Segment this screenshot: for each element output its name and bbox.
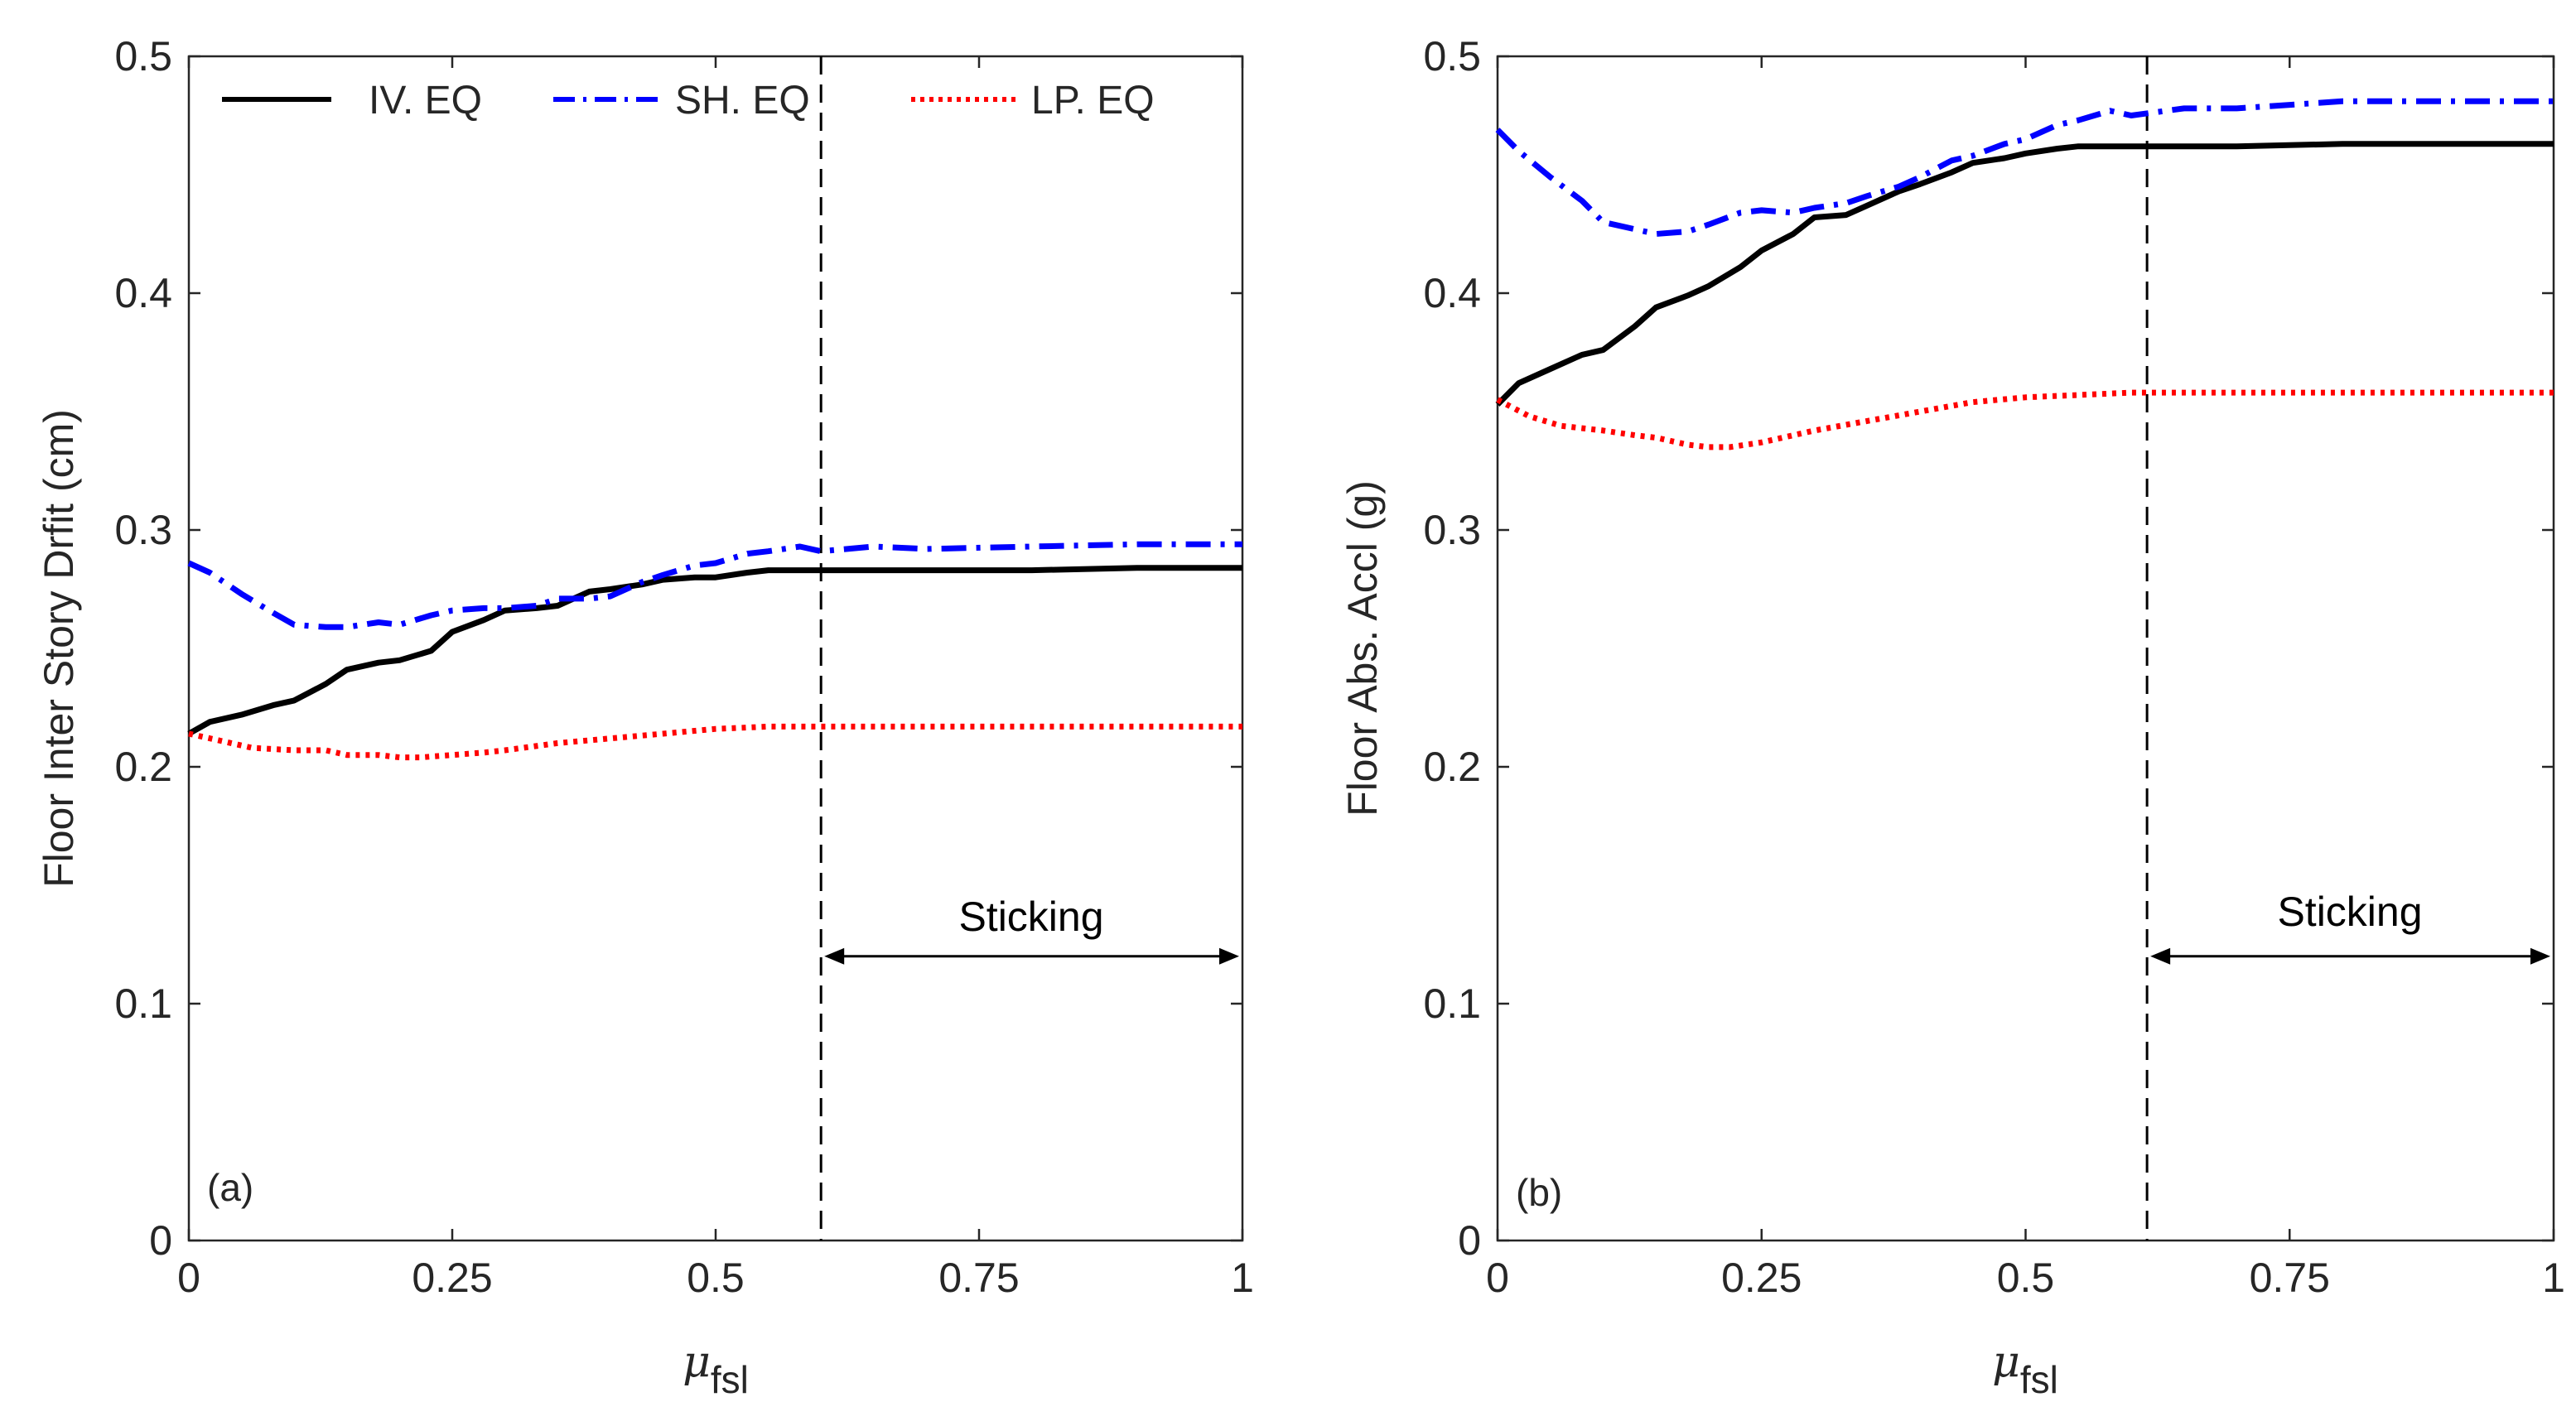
sticking-label-b: Sticking [2277, 889, 2422, 935]
y-tick-label-b: 0.1 [1423, 980, 1481, 1027]
x-tick-label-a: 0.5 [687, 1255, 745, 1301]
x-axis-subscript-b: fsl [2020, 1358, 2058, 1401]
sticking-arrowhead-left-b [2150, 947, 2171, 965]
sticking-label-a: Sticking [958, 894, 1103, 940]
x-tick-label-a: 0.75 [938, 1255, 1019, 1301]
y-tick-label-a: 0 [149, 1217, 172, 1264]
sticking-annotation-b: Sticking [2150, 889, 2550, 965]
x-axis-symbol-a: μ [683, 1337, 711, 1387]
series-line-sh-a [187, 541, 1242, 630]
sticking-arrowhead-right-a [1219, 947, 1239, 965]
legend-label-sh: SH. EQ [675, 79, 810, 123]
series-line-iv-a [187, 565, 1242, 737]
y-tick-label-a: 0.5 [114, 33, 172, 79]
series-line-sh-b [1495, 98, 2554, 237]
x-axis-label-b: μfsl [1992, 1337, 2058, 1401]
x-tick-label-b: 0.5 [1997, 1255, 2055, 1301]
legend: IV. EQ SH. EQ LP. EQ [222, 79, 1155, 123]
series-line-lp-a [188, 723, 1242, 761]
sticking-arrowhead-right-b [2530, 947, 2550, 965]
x-tick-label-b: 0.25 [1721, 1255, 1802, 1301]
sticking-annotation-a: Sticking [824, 894, 1239, 965]
panel-label-b: (b) [1516, 1171, 1562, 1214]
y-tick-label-b: 0.5 [1423, 33, 1481, 79]
x-axis-symbol-b: μ [1992, 1337, 2020, 1387]
y-axis-label-a: Floor Inter Story Drfit (cm) [36, 409, 82, 888]
chart-panel-b: 0 0.1 0.2 0.3 0.4 0.5 0 0.25 0.5 0.75 1 Sticking (… [1339, 33, 2565, 1401]
x-tick-label-a: 0 [177, 1255, 200, 1301]
y-axis-label-b: Floor Abs. Accl (g) [1339, 480, 1386, 817]
x-tick-label-b: 0 [1486, 1255, 1509, 1301]
x-tick-label-b: 1 [2542, 1255, 2565, 1301]
series-line-iv-b [1495, 141, 2554, 407]
series-group-b [1495, 98, 2554, 450]
axis-ticks-a: 0 0.1 0.2 0.3 0.4 0.5 0 0.25 0.5 0.75 1 [114, 33, 1253, 1301]
plot-area-b [1496, 55, 2555, 1242]
y-tick-label-a: 0.1 [114, 980, 172, 1027]
chart-panel-a: 0 0.1 0.2 0.3 0.4 0.5 0 0.25 0.5 0.75 1 Sticking (… [36, 33, 1254, 1401]
axis-ticks-b: 0 0.1 0.2 0.3 0.4 0.5 0 0.25 0.5 0.75 1 [1423, 33, 2564, 1301]
legend-label-lp: LP. EQ [1031, 79, 1155, 123]
x-tick-label-b: 0.75 [2250, 1255, 2330, 1301]
x-tick-label-a: 0.25 [412, 1255, 492, 1301]
y-tick-label-a: 0.3 [114, 507, 172, 553]
plot-area-a [187, 55, 1244, 1242]
y-tick-label-b: 0.4 [1423, 270, 1481, 316]
y-tick-label-a: 0.2 [114, 744, 172, 790]
x-axis-subscript-a: fsl [711, 1358, 749, 1401]
y-tick-label-b: 0 [1458, 1217, 1481, 1264]
y-tick-label-b: 0.2 [1423, 744, 1481, 790]
legend-label-iv: IV. EQ [369, 79, 482, 123]
series-group-a [187, 541, 1242, 761]
x-axis-label-a: μfsl [683, 1337, 749, 1401]
series-line-lp-b [1496, 389, 2554, 450]
y-tick-label-b: 0.3 [1423, 507, 1481, 553]
x-tick-label-a: 1 [1231, 1255, 1254, 1301]
sticking-arrowhead-left-a [824, 947, 845, 965]
panel-label-a: (a) [207, 1166, 253, 1209]
y-tick-label-a: 0.4 [114, 270, 172, 316]
